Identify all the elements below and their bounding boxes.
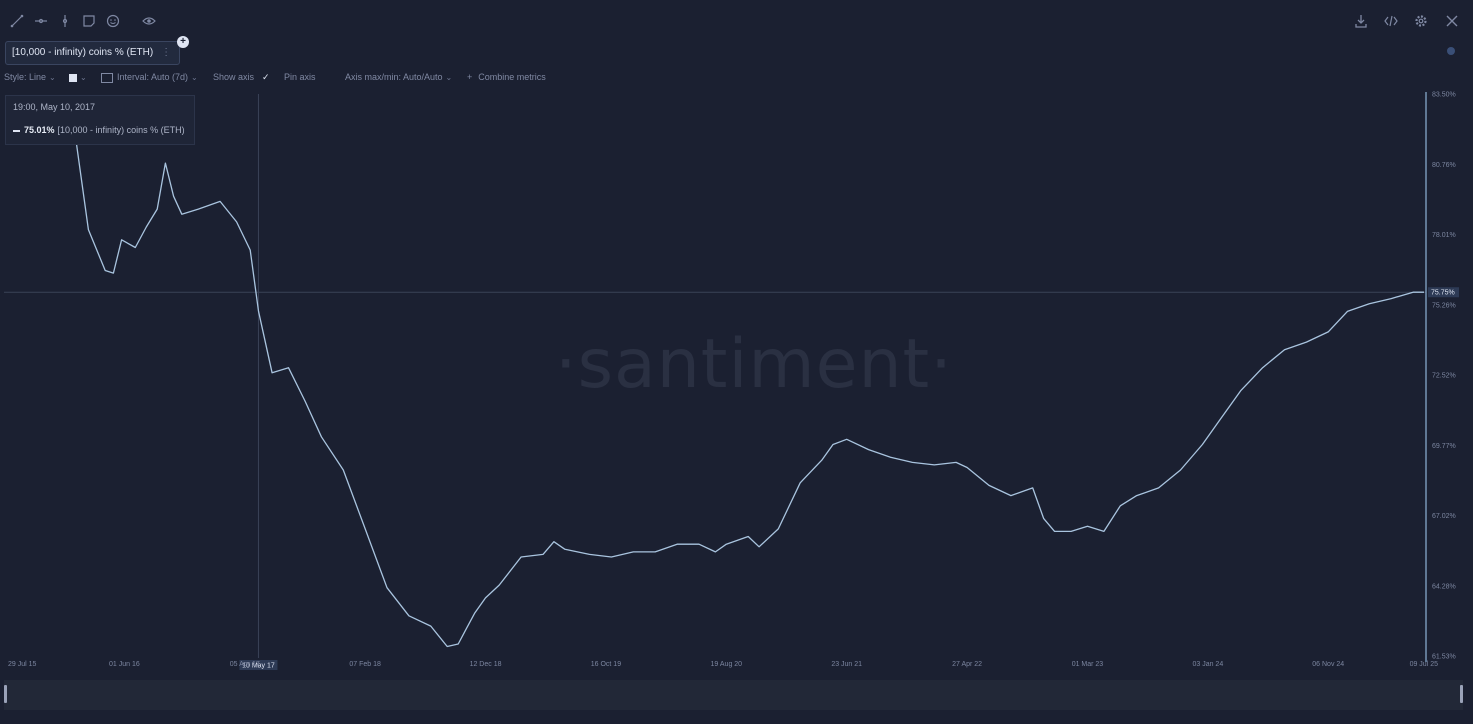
emoji-icon[interactable]	[104, 12, 122, 30]
interval-select[interactable]: Interval: Auto (7d) ⌄	[101, 72, 198, 83]
navigator-left-handle[interactable]	[4, 685, 7, 703]
current-value-label: 75.75%	[1431, 290, 1455, 297]
x-tick-label: 06 Nov 24	[1312, 661, 1344, 668]
tooltip-value: 75.01%	[24, 125, 55, 135]
eye-icon[interactable]	[140, 12, 158, 30]
color-swatch-icon	[69, 73, 77, 82]
axis-maxmin-select[interactable]: Axis max/min: Auto/Auto ⌄	[345, 72, 453, 82]
pin-axis-toggle[interactable]: Pin axis	[284, 72, 316, 82]
x-tick-label: 29 Jul 15	[8, 661, 37, 668]
y-tick-label: 83.50%	[1432, 92, 1456, 99]
y-tick-label: 67.02%	[1432, 513, 1456, 520]
x-tick-label: 03 Jan 24	[1192, 661, 1223, 668]
series-layer	[71, 114, 1424, 648]
y-tick-label: 78.01%	[1432, 232, 1456, 239]
style-select[interactable]: Style: Line ⌄	[4, 72, 56, 82]
status-dot-icon	[1447, 47, 1455, 55]
range-navigator[interactable]	[4, 680, 1463, 710]
x-tick-label: 19 Aug 20	[711, 661, 743, 668]
x-tick-label: 27 Apr 22	[952, 661, 982, 668]
top-toolbar	[0, 0, 1473, 40]
plus-icon: +	[467, 72, 473, 82]
y-tick-label: 61.53%	[1432, 654, 1456, 661]
horizontal-ray-icon[interactable]	[32, 12, 50, 30]
x-tick-label: 05 Apr 17	[230, 661, 260, 668]
tooltip-series: [10,000 - infinity) coins % (ETH)	[57, 125, 185, 135]
show-axis-toggle[interactable]: Show axis ✓	[213, 72, 270, 82]
download-icon[interactable]	[1352, 12, 1370, 30]
y-tick-label: 75.26%	[1432, 302, 1456, 309]
line-draw-icon[interactable]	[8, 12, 26, 30]
series-line	[71, 114, 1424, 648]
x-tick-label: 01 Jun 16	[109, 661, 140, 668]
embed-code-icon[interactable]	[1382, 12, 1400, 30]
check-icon: ✓	[262, 72, 270, 82]
x-axis: 29 Jul 15 01 Jun 16 05 Apr 17 07 Feb 18 12 D…	[8, 661, 1438, 668]
tooltip-date: 19:00, May 10, 2017	[13, 102, 96, 112]
calendar-icon	[101, 72, 113, 83]
color-select[interactable]: ⌄	[69, 72, 87, 82]
series-swatch-icon	[13, 129, 20, 132]
tooltip-value-row: 75.01% [10,000 - infinity) coins % (ETH)	[13, 125, 185, 135]
x-tick-label: 23 Jun 21	[831, 661, 862, 668]
metric-label: [10,000 - infinity) coins % (ETH)	[12, 47, 154, 58]
settings-gear-icon[interactable]	[1412, 12, 1430, 30]
add-metric-button[interactable]: +	[177, 36, 189, 48]
x-tick-label: 12 Dec 18	[470, 661, 502, 668]
x-tick-label: 01 Mar 23	[1072, 661, 1104, 668]
y-tick-label: 80.76%	[1432, 162, 1456, 169]
metric-menu-icon[interactable]: ⋮	[161, 47, 172, 58]
crosshair-date-label: 10 May 17	[242, 663, 275, 670]
crosshair-date-box	[239, 660, 278, 670]
vertical-line-icon[interactable]	[56, 12, 74, 30]
current-value-box	[1428, 287, 1459, 298]
y-tick-label: 64.28%	[1432, 583, 1456, 590]
santiment-watermark: ·santiment·	[555, 325, 953, 404]
x-tick-label: 09 Jul 25	[1410, 661, 1439, 668]
sticky-note-icon[interactable]	[80, 12, 98, 30]
y-tick-label: 69.77%	[1432, 443, 1456, 450]
y-axis: 83.50% 80.76% 78.01% 75.26% 72.52% 69.77% 67.0…	[1425, 92, 1456, 662]
x-tick-label: 07 Feb 18	[349, 661, 381, 668]
navigator-right-handle[interactable]	[1460, 685, 1463, 703]
metric-chip[interactable]: [10,000 - infinity) coins % (ETH) ⋮	[5, 41, 181, 65]
y-tick-label: 72.52%	[1432, 373, 1456, 380]
crosshair: 10 May 17 75.75%	[4, 94, 1459, 670]
x-tick-label: 16 Oct 19	[591, 661, 621, 668]
crosshair-tooltip: 19:00, May 10, 2017 75.01% [10,000 - infi…	[5, 95, 195, 145]
combine-metrics-button[interactable]: + Combine metrics	[467, 72, 546, 82]
close-icon[interactable]	[1443, 12, 1461, 30]
